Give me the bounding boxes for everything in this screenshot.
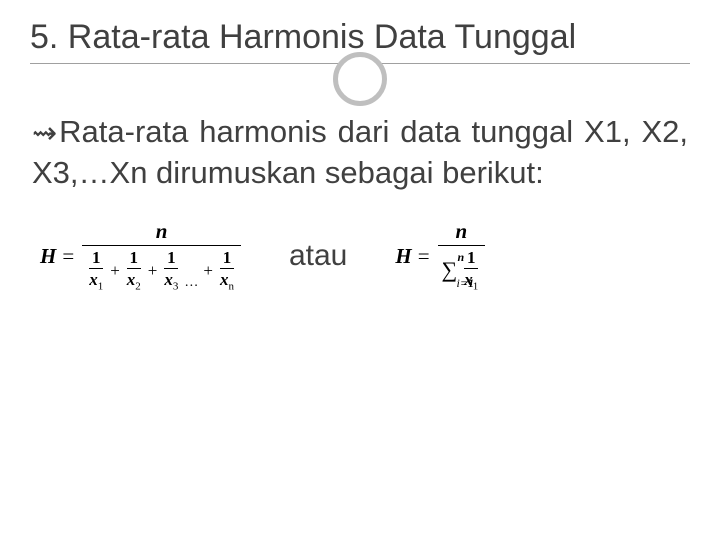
term-1: 1 x1	[89, 249, 103, 292]
atau-label: atau	[289, 239, 347, 273]
plus-2: +	[148, 262, 158, 279]
body-paragraph: ⇝Rata-rata harmonis dari data tunggal X1…	[32, 112, 688, 193]
h-symbol: H	[40, 244, 56, 269]
numerator-n: n	[152, 221, 172, 245]
title-container: 5. Rata-rata Harmonis Data Tunggal	[0, 0, 720, 72]
plus-n: +	[203, 262, 213, 279]
formula-row: H = n 1 x1 + 1 x2 +	[32, 221, 688, 292]
equals-sign: =	[62, 244, 74, 269]
fraction-sigma: n ∑ n i=1 1 x1	[438, 221, 486, 292]
bullet-icon: ⇝	[32, 117, 57, 150]
h-symbol-2: H	[395, 244, 411, 269]
formula-sigma: H = n ∑ n i=1 1 x1	[395, 221, 485, 292]
denominator-sigma: ∑ n i=1 1 x1	[438, 246, 486, 292]
paragraph-text: Rata-rata harmonis dari data tunggal X1,…	[32, 114, 688, 190]
term-n: 1 xn	[220, 249, 234, 292]
ellipsis: …	[184, 276, 198, 292]
term-2: 1 x2	[127, 249, 141, 292]
denominator-sum: 1 x1 + 1 x2 + 1 x3	[82, 246, 241, 292]
equals-sign-2: =	[418, 244, 430, 269]
fraction-main: n 1 x1 + 1 x2 + 1	[82, 221, 241, 292]
term-3: 1 x3	[164, 249, 178, 292]
numerator-n-2: n	[452, 221, 472, 245]
formula-expanded: H = n 1 x1 + 1 x2 +	[40, 221, 241, 292]
sigma-icon: ∑ n i=1	[442, 259, 458, 281]
plus-1: +	[110, 262, 120, 279]
circle-accent-icon	[333, 52, 387, 106]
